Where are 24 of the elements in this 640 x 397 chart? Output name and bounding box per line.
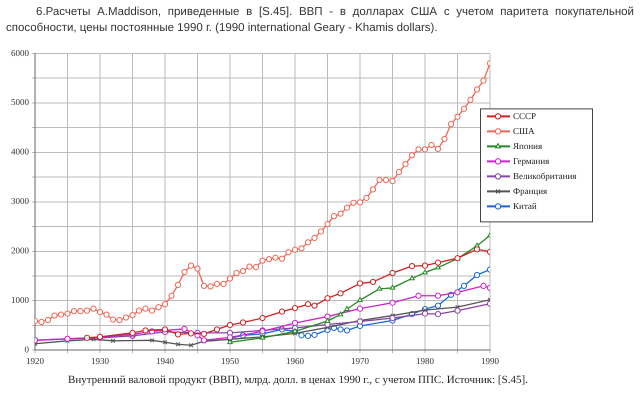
y-tick-label: 6000 xyxy=(11,48,30,58)
legend-label: Великобритания xyxy=(513,170,576,181)
y-tick-label: 5000 xyxy=(11,97,30,108)
x-tick-label: 1950 xyxy=(221,356,240,366)
x-tick-label: 1990 xyxy=(481,356,500,366)
x-tick-label: 1940 xyxy=(156,356,174,366)
legend-label: Япония xyxy=(513,140,542,151)
x-tick-label: 1980 xyxy=(416,356,434,366)
text: Внутренний валовой продукт (ВВП), млрд. долл. в ценах 1990 г., с учетом ППС. Источник: [S.45]. xyxy=(68,374,528,386)
y-tick-label: 1000 xyxy=(11,295,30,306)
y-tick-label: 4000 xyxy=(11,146,30,157)
x-tick-label: 1930 xyxy=(91,356,110,366)
y-tick-label: 2000 xyxy=(11,246,30,256)
y-tick-label: 0 xyxy=(24,344,30,355)
x-tick-label: 1970 xyxy=(351,356,370,366)
legend-label: Германия xyxy=(513,156,550,166)
legend-label: Франция xyxy=(513,186,548,196)
chart-title: 6.Расчеты A.Maddison, приведенные в [S.45]. ВВП - в долларах США с учетом паритета покупательной способности, цены постоянные 1990 г. (1990 international Geary - Khamis dollars). xyxy=(6,5,634,36)
legend-label: США xyxy=(513,126,536,136)
x-tick-label: 1920 xyxy=(26,356,44,366)
y-tick-label: 3000 xyxy=(11,196,30,206)
x-tick-label: 1960 xyxy=(286,356,304,366)
legend-label: СССР xyxy=(513,110,536,121)
legend-label: Китай xyxy=(513,200,537,211)
